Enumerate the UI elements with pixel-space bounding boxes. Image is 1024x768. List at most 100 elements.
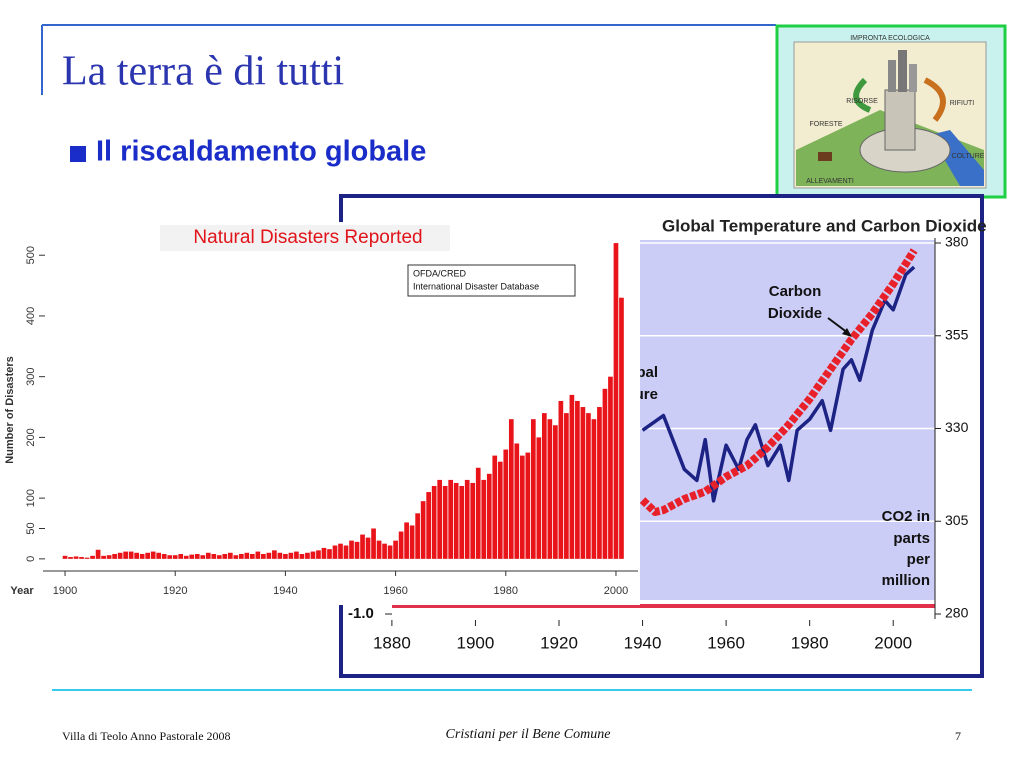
bar <box>79 557 84 559</box>
bar <box>514 443 520 559</box>
bar <box>272 550 277 559</box>
bar <box>194 553 200 559</box>
bar <box>376 540 382 559</box>
bullet-text: Il riscaldamento globale <box>96 136 426 168</box>
bar <box>327 549 332 559</box>
x-tick-label: 1920 <box>163 585 187 597</box>
bar <box>321 547 327 559</box>
footer-center: Cristiani per il Bene Comune <box>446 727 611 742</box>
annotation: Dioxide <box>768 305 822 322</box>
bar <box>178 553 184 559</box>
bar <box>90 555 95 559</box>
bullet-marker <box>70 146 86 162</box>
bar <box>316 550 321 559</box>
bar <box>597 407 602 559</box>
bar <box>283 553 288 559</box>
note-box <box>407 264 576 297</box>
bar <box>349 540 354 559</box>
bar <box>95 549 101 559</box>
arrow-head <box>842 328 852 337</box>
footer-left: Villa di Teolo Anno Pastorale 2008 <box>62 729 231 743</box>
x-tick-label: 1980 <box>791 633 829 652</box>
bar <box>393 540 398 559</box>
bar <box>172 555 178 559</box>
y-tick-label: 100 <box>25 489 37 507</box>
bar <box>558 400 564 559</box>
bar <box>497 461 503 559</box>
chart-title: Natural Disasters Reported <box>193 227 422 248</box>
animal <box>818 152 832 161</box>
slide-title: La terra è di tutti <box>62 49 344 95</box>
bar <box>244 552 250 559</box>
footprint-image: IMPRONTA ECOLOGICA RISORSE RIFIUTI FORES… <box>775 24 1007 199</box>
bar <box>470 482 476 559</box>
y-tick-label: 0 <box>25 556 37 562</box>
bar <box>503 449 509 559</box>
bar <box>360 534 365 559</box>
y2-tick-label: 355 <box>945 326 969 342</box>
bar <box>530 419 536 559</box>
bar <box>68 557 73 559</box>
bar <box>294 551 299 559</box>
bar <box>106 555 112 559</box>
y-tick-label: 400 <box>25 307 37 325</box>
page-number: 7 <box>955 729 961 743</box>
bar <box>404 522 409 559</box>
image-label: RISORSE <box>846 98 878 105</box>
bar <box>365 537 371 559</box>
annotation-arrow <box>827 317 849 334</box>
x-tick-label: 1920 <box>540 633 578 652</box>
bar <box>426 492 431 559</box>
bar <box>569 394 575 559</box>
x-tick-label: 1980 <box>494 585 518 597</box>
bar <box>519 455 525 559</box>
x-tick-label: 1900 <box>53 585 77 597</box>
bar <box>123 551 128 559</box>
y-tick-label: 500 <box>25 246 37 264</box>
bar <box>453 482 459 559</box>
co2-line <box>639 248 918 516</box>
bar <box>222 553 228 559</box>
y2-tick-label: 305 <box>945 512 969 528</box>
bar <box>139 553 145 559</box>
bar <box>73 556 79 559</box>
bar <box>591 419 597 559</box>
bar <box>134 552 139 559</box>
building <box>888 60 896 92</box>
bar <box>547 419 553 559</box>
bar <box>536 437 542 559</box>
bar <box>437 479 443 559</box>
bar <box>261 553 266 559</box>
bar <box>183 555 189 559</box>
bar <box>62 555 68 559</box>
y-tick-label: -1.0 <box>348 605 374 622</box>
source-note: OFDA/CRED <box>413 268 467 278</box>
source-note: International Disaster Database <box>413 281 539 291</box>
bar <box>464 479 470 559</box>
y2-tick-label: 330 <box>945 419 969 435</box>
leg <box>884 89 916 151</box>
bar <box>167 555 173 559</box>
bar <box>233 555 239 559</box>
title-shadow <box>160 225 450 251</box>
bar <box>288 552 294 559</box>
bar <box>508 419 514 559</box>
image-label: ALLEVAMENTI <box>806 178 854 185</box>
temperature-line <box>641 265 916 503</box>
bar <box>553 425 558 559</box>
bar <box>475 467 481 559</box>
y-tick-label: 50 <box>25 522 37 534</box>
bar <box>277 552 283 559</box>
x-tick-label: 1960 <box>383 585 407 597</box>
y2-tick-label: 380 <box>945 234 969 250</box>
cycle-arrow <box>923 77 946 122</box>
bar <box>156 552 162 559</box>
bar <box>371 528 376 559</box>
bar <box>255 551 261 559</box>
image-label: RIFIUTI <box>950 100 975 107</box>
annotation: per <box>907 551 931 568</box>
bar <box>112 553 117 559</box>
bar <box>602 388 608 559</box>
image-label: IMPRONTA ECOLOGICA <box>850 35 930 42</box>
